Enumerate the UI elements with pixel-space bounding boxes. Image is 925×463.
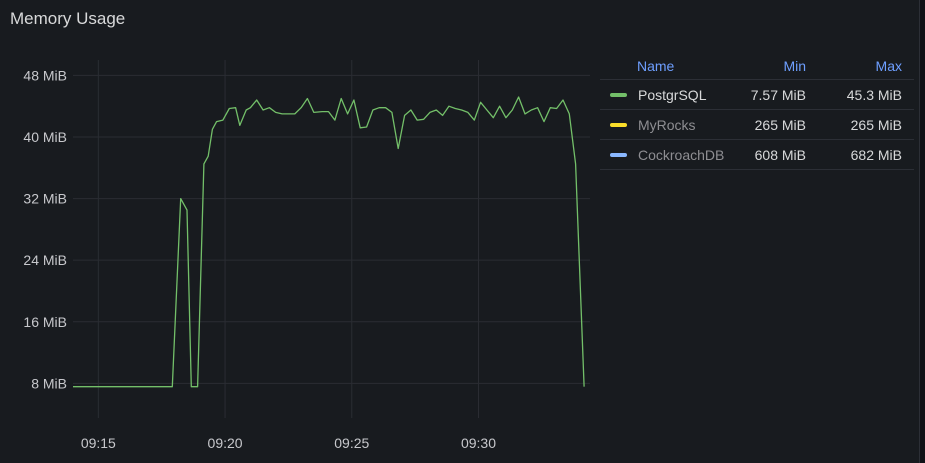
y-tick-label: 24 MiB [23,252,67,268]
panel-title: Memory Usage [10,9,126,28]
y-tick-label: 32 MiB [23,191,67,207]
legend-max-value: 265 MiB [850,116,902,133]
series-color-swatch [610,152,627,157]
x-tick-label: 09:25 [334,435,369,451]
legend-max-value: 682 MiB [850,146,902,163]
y-tick-label: 40 MiB [23,129,67,145]
series-line-postgrsql [73,96,585,388]
x-tick-label: 09:15 [81,435,116,451]
legend-header-min[interactable]: Min [783,57,806,74]
series-color-swatch [610,122,627,127]
legend-series-name: CockroachDB [600,147,726,163]
series-label: PostgrSQL [638,86,707,103]
legend-min-value: 265 MiB [754,116,806,133]
series-label: CockroachDB [638,146,725,163]
y-tick-label: 16 MiB [23,314,67,330]
series-color-swatch [610,92,627,97]
legend-row-myrocks[interactable]: MyRocks 265 MiB 265 MiB [600,110,914,140]
memory-usage-chart: 8 MiB 16 MiB 24 MiB 32 MiB 40 MiB 48 MiB 09:15… [23,60,590,451]
legend-row-postgrsql[interactable]: PostgrSQL 7.57 MiB 45.3 MiB [600,80,914,110]
series-label: MyRocks [638,116,696,133]
legend-min-value: 608 MiB [754,146,806,163]
legend-header-name[interactable]: Name [637,57,675,74]
legend-table: Name Min Max PostgrSQL 7.57 MiB 45.3 MiB My… [600,52,914,170]
y-tick-label: 8 MiB [31,375,67,391]
y-tick-label: 48 MiB [23,67,67,83]
legend-header: Name Min Max [600,52,914,80]
x-tick-label: 09:30 [461,435,496,451]
legend-series-name: MyRocks [600,117,726,133]
x-tick-label: 09:20 [208,435,243,451]
legend-series-name: PostgrSQL [600,87,726,103]
legend-max-value: 45.3 MiB [846,86,902,103]
legend-header-max[interactable]: Max [875,57,902,74]
legend-row-cockroachdb[interactable]: CockroachDB 608 MiB 682 MiB [600,140,914,170]
legend-min-value: 7.57 MiB [750,86,806,103]
